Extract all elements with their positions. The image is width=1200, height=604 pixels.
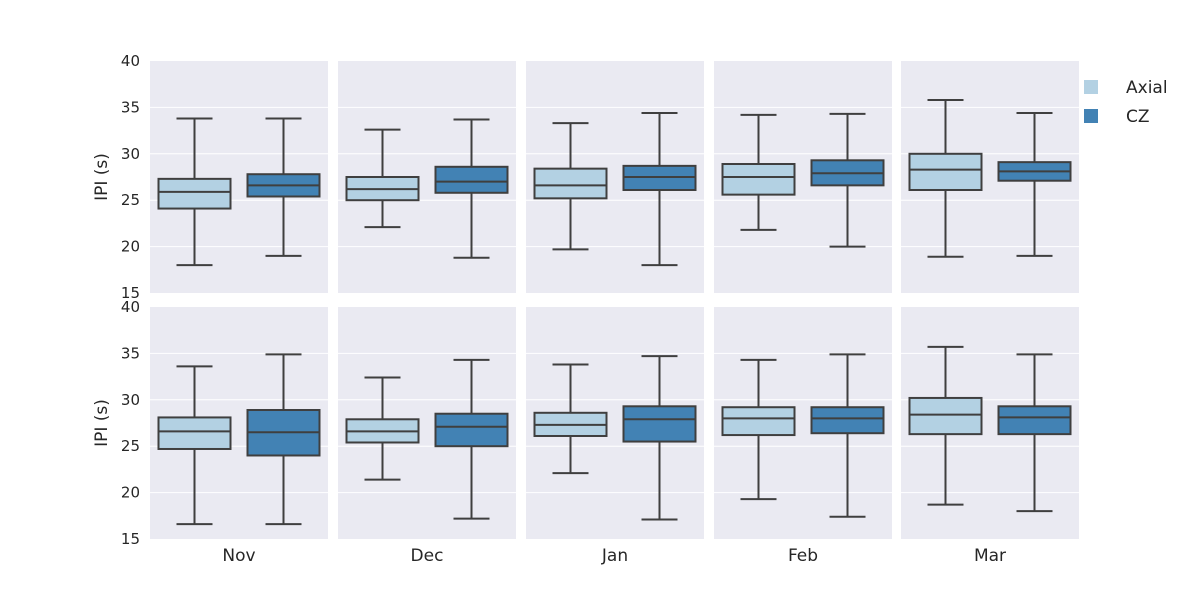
box-cz [810,112,885,248]
box-cz [246,117,321,257]
legend: Axial CZ [1084,78,1168,127]
legend-swatch-axial [1084,80,1098,94]
y-tick-label: 20 [121,484,140,502]
panels-layer [150,61,1079,539]
box-cz [997,353,1072,513]
box-cz [997,111,1072,257]
iqr-box [157,416,232,450]
box-cz [622,355,697,521]
y-axis-label: IPI (s) [92,399,112,447]
box-cz [434,358,509,520]
y-tick-label: 15 [121,530,140,548]
panel [714,61,892,293]
box-axial [908,98,983,258]
y-tick-label: 25 [121,437,140,455]
y-tick-label: 30 [121,391,140,409]
panel [338,307,516,539]
box-cz [434,118,509,259]
x-tick-label: Nov [222,546,255,566]
panel [150,307,328,539]
panel [526,307,704,539]
iqr-box [908,396,983,436]
x-tick-label: Jan [601,546,628,566]
box-axial [908,345,983,506]
y-tick-label: 35 [121,98,140,116]
y-tick-label: 40 [121,298,140,316]
y-tick-label: 15 [121,284,140,302]
x-tick-label: Dec [411,546,444,566]
y-tick-label: 35 [121,344,140,362]
iqr-box [810,406,885,435]
y-axis-label: IPI (s) [92,153,112,201]
panel [714,307,892,539]
iqr-box [997,405,1072,436]
panel [150,61,328,293]
y-axes-layer: 15 20 25 30 35 40 IPI (s) 15 20 25 30 35 40 IPI (s) [92,52,140,548]
panel [338,61,516,293]
box-cz [622,111,697,267]
iqr-box [908,152,983,191]
iqr-box [721,163,796,196]
x-tick-label: Mar [974,546,1006,566]
iqr-box [434,165,509,194]
box-axial [157,117,232,267]
iqr-box [721,406,796,437]
iqr-box [157,177,232,210]
y-tick-label: 30 [121,145,140,163]
box-axial [721,358,796,501]
y-tick-label: 40 [121,52,140,70]
box-axial [345,376,420,481]
panel [901,307,1079,539]
panel [901,61,1079,293]
iqr-box [533,167,608,200]
y-tick-label: 25 [121,191,140,209]
iqr-box [434,412,509,448]
iqr-box [622,405,697,443]
panel [526,61,704,293]
box-axial [721,113,796,231]
x-tick-label: Feb [788,546,818,566]
box-axial [157,365,232,526]
x-axis-layer: Nov Dec Jan Feb Mar [222,546,1006,566]
y-tick-label: 20 [121,238,140,256]
box-axial [533,363,608,475]
legend-swatch-cz [1084,109,1098,123]
box-cz [246,353,321,526]
box-cz [810,353,885,518]
box-axial [533,122,608,251]
legend-label-cz: CZ [1126,107,1150,127]
box-axial [345,128,420,229]
legend-label-axial: Axial [1126,78,1168,98]
